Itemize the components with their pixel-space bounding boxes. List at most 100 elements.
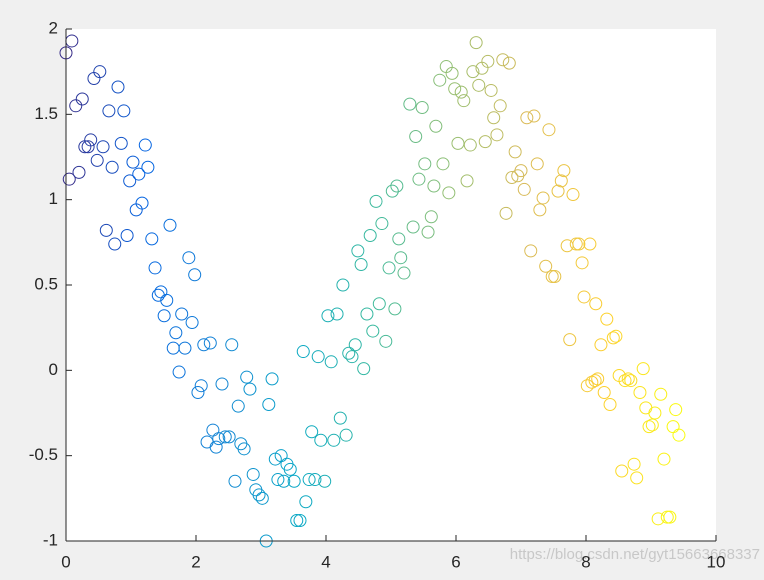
point [69,99,83,113]
point [530,157,544,171]
point [409,130,423,144]
point [252,488,266,502]
point [209,440,223,454]
point [615,464,629,478]
point [397,266,411,280]
point [554,174,568,188]
point [222,430,236,444]
point [339,428,353,442]
point [240,370,254,384]
point [237,442,251,456]
point [572,237,586,251]
point [360,307,374,321]
point [175,307,189,321]
point [169,326,183,340]
point [575,256,589,270]
y-tick-label: 2 [49,18,58,37]
point [660,510,674,524]
point [188,268,202,282]
point [62,172,76,186]
point [591,372,605,386]
point [424,210,438,224]
point [669,403,683,417]
point [469,36,483,50]
point [536,191,550,205]
point [563,333,577,347]
point [357,362,371,376]
point [111,80,125,94]
point [427,179,441,193]
point [182,251,196,265]
point [633,386,647,400]
point [566,188,580,202]
point [379,334,393,348]
point [157,309,171,323]
point [481,54,495,68]
point [160,293,174,307]
point [527,109,541,123]
point [145,232,159,246]
point [148,261,162,275]
point [577,290,591,304]
point [412,172,426,186]
point [597,386,611,400]
point [351,244,365,258]
point [369,194,383,208]
point [212,432,226,446]
point [203,336,217,350]
point [197,338,211,352]
point [539,259,553,273]
point [375,217,389,231]
point [108,237,122,251]
point [457,94,471,108]
point [392,232,406,246]
point [141,160,155,174]
x-tick-label: 0 [61,552,70,571]
point [246,467,260,481]
point [93,65,107,79]
x-tick-label: 6 [451,552,460,571]
point [194,379,208,393]
point [314,433,328,447]
point [305,425,319,439]
point [135,196,149,210]
point [138,138,152,152]
point [484,83,498,97]
point [663,510,677,524]
y-tick-label: 1 [49,189,58,208]
point [243,382,257,396]
point [327,433,341,447]
point [600,312,614,326]
point [436,157,450,171]
point [433,73,447,87]
point [533,203,547,217]
point [105,160,119,174]
point [271,473,285,487]
point [296,345,310,359]
point [603,397,617,411]
point [172,365,186,379]
point [445,66,459,80]
point [520,111,534,125]
y-tick-label: 1.5 [34,104,58,123]
point [372,297,386,311]
point [255,491,269,505]
point [96,140,110,154]
point [84,133,98,147]
point [451,136,465,150]
point [318,474,332,488]
point [654,387,668,401]
y-tick-label: 0 [49,360,58,379]
point [551,184,565,198]
point [81,140,95,154]
point [627,457,641,471]
point [126,155,140,169]
point [123,174,137,188]
point [583,237,597,251]
point [505,170,519,184]
point [493,99,507,113]
point [472,78,486,92]
point [618,374,632,388]
